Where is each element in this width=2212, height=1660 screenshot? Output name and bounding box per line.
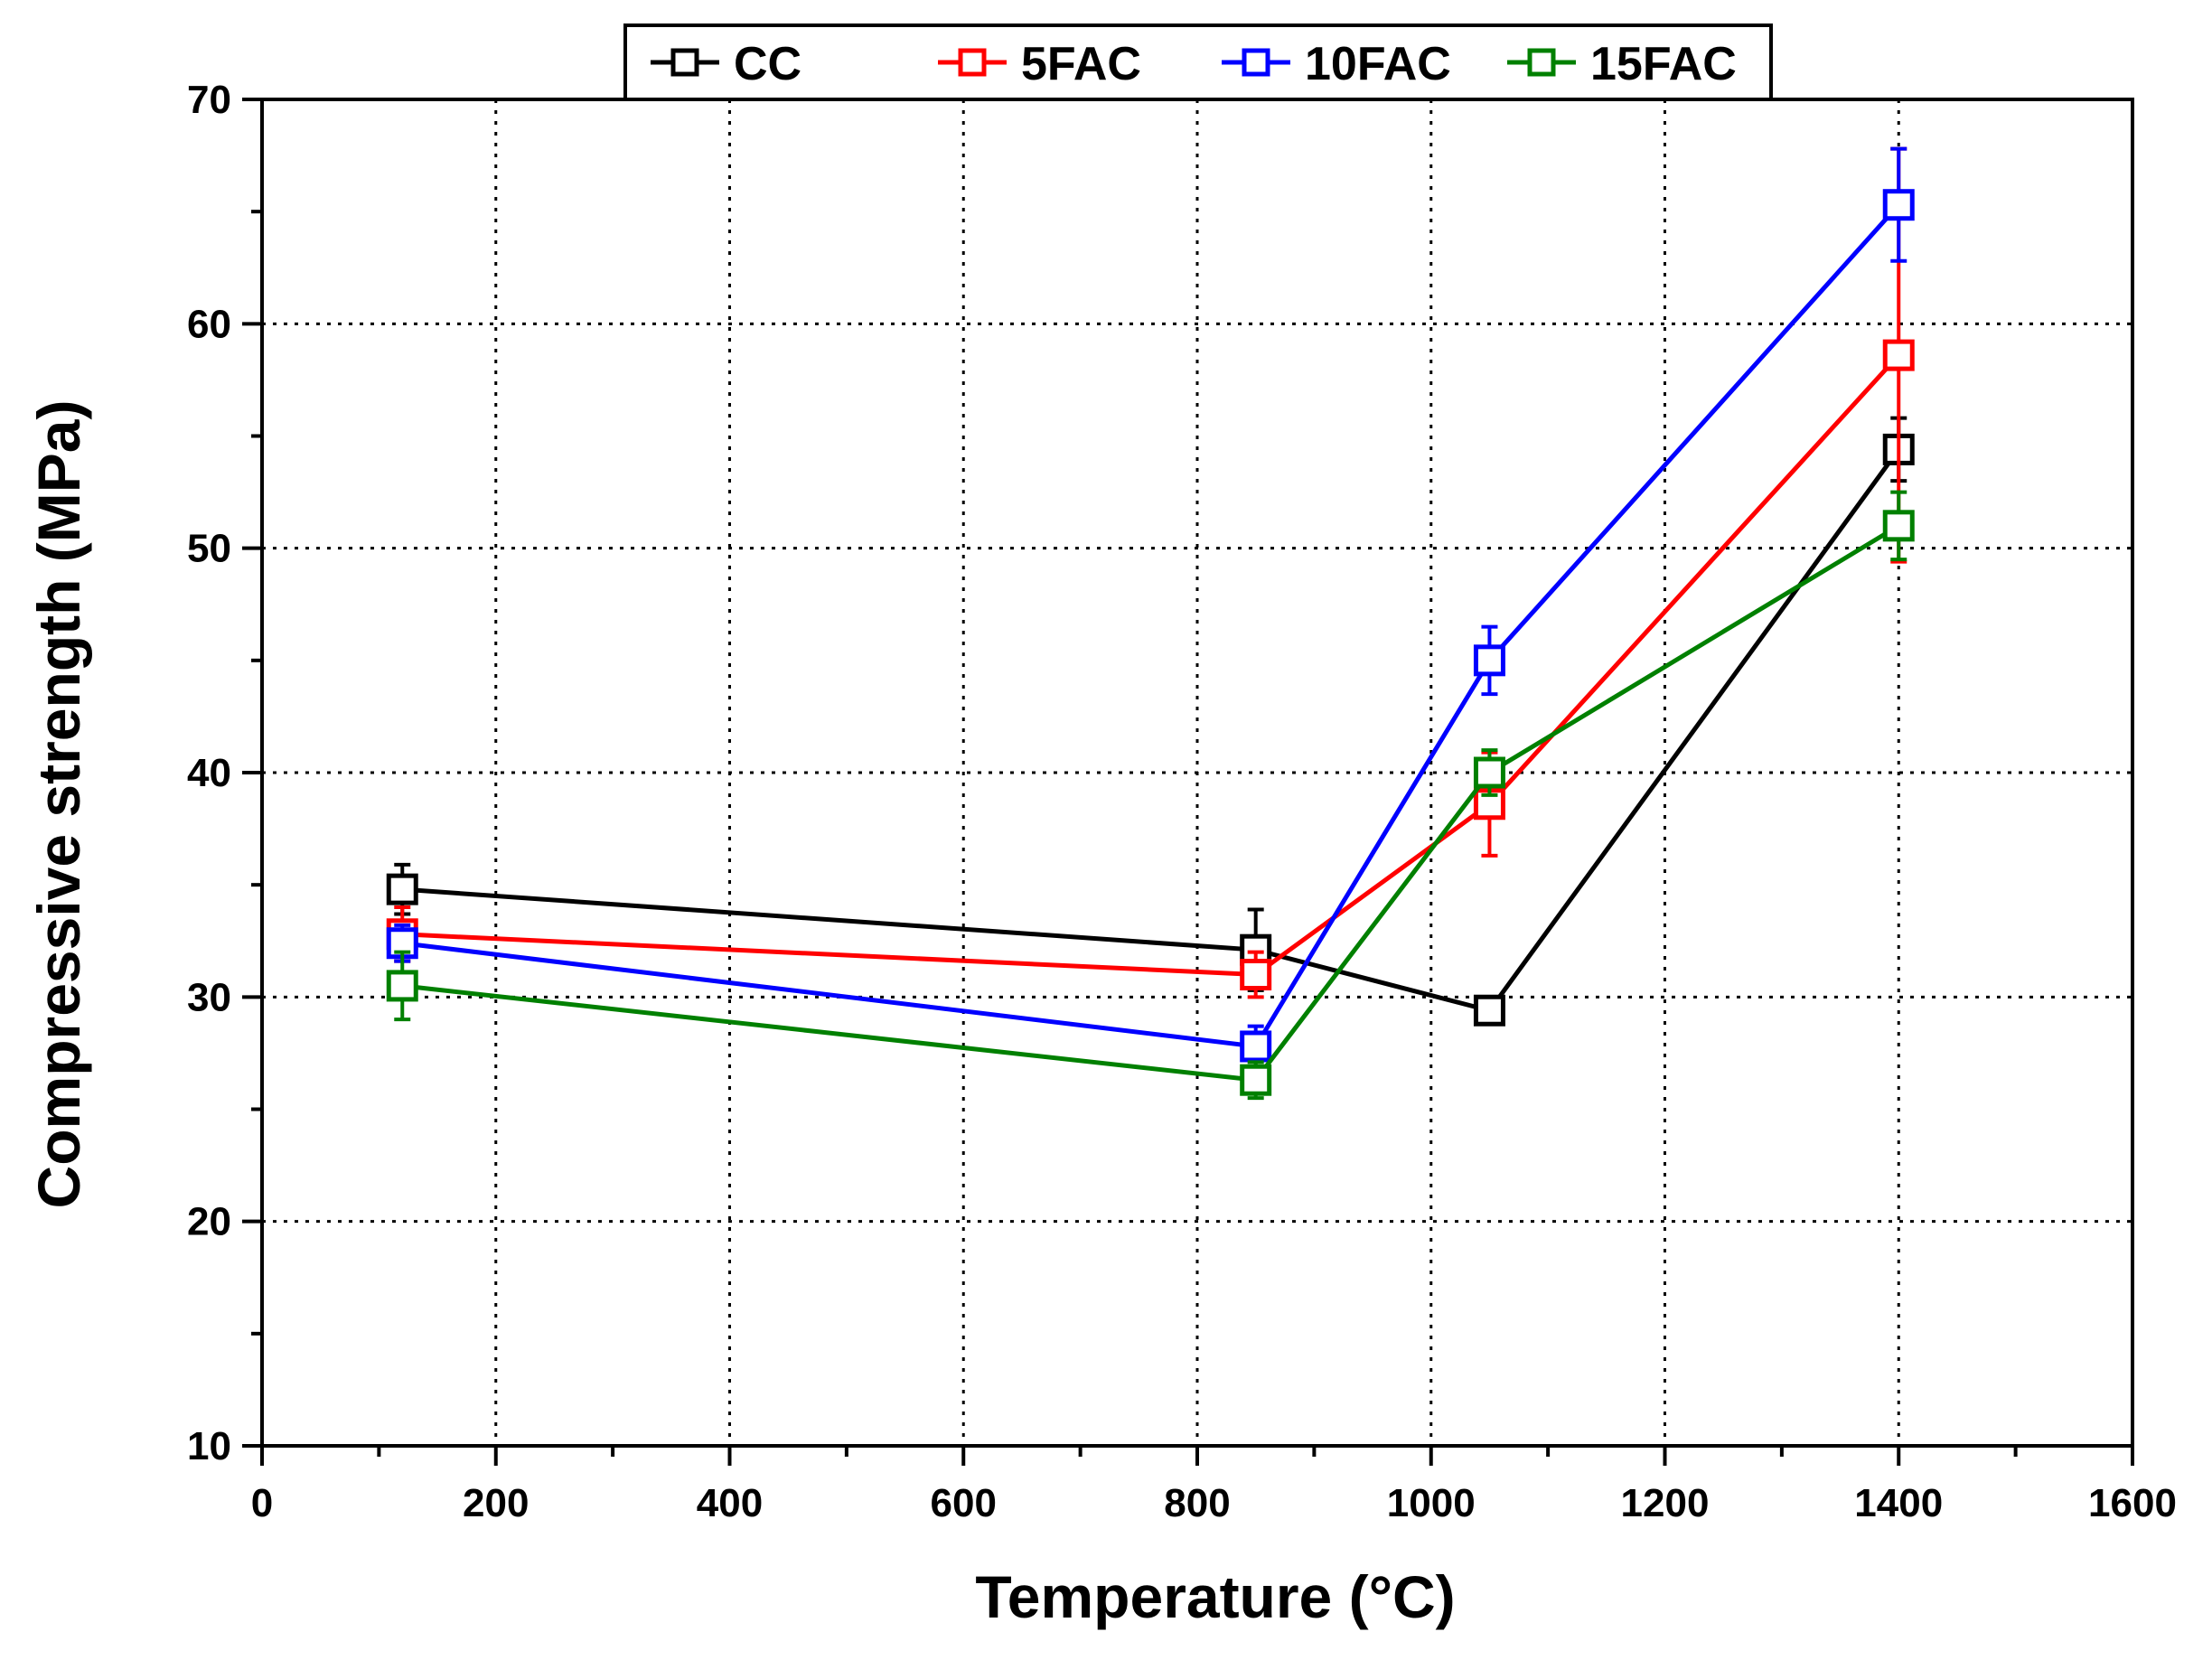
- data-point: [386, 970, 418, 1002]
- data-point: [1882, 339, 1915, 371]
- legend-label: CC: [734, 38, 801, 90]
- legend-marker: [958, 48, 987, 77]
- legend-marker: [670, 48, 699, 77]
- legend-label: 5FAC: [1021, 38, 1141, 90]
- series-line: [402, 447, 1901, 1014]
- data-point: [1240, 959, 1272, 990]
- legend-marker: [1242, 48, 1270, 77]
- x-tick-label: 800: [1164, 1481, 1230, 1525]
- y-axis-title: Compressive strength (MPa): [25, 400, 92, 1209]
- axis-ticks: 0 200 400 600 800 1000 1200 1400 1600 10 20 30 40 50 6…: [187, 78, 2177, 1525]
- series-10fac: [386, 146, 1915, 1069]
- data-point: [1240, 1030, 1272, 1063]
- data-point: [1473, 756, 1505, 789]
- legend: CC 5FAC 10FAC 15FAC: [623, 23, 1773, 101]
- data-point: [1240, 1064, 1272, 1096]
- legend-item-10fac: 10FAC: [1222, 38, 1451, 90]
- legend-item-cc: CC: [651, 38, 801, 90]
- legend-item-5fac: 5FAC: [938, 38, 1141, 90]
- series-line: [401, 523, 1900, 1083]
- y-tick-label: 10: [187, 1424, 231, 1468]
- data-point: [1473, 644, 1505, 677]
- series-15fac: [386, 490, 1915, 1101]
- series-cc: [386, 416, 1915, 1027]
- x-tick-label: 200: [463, 1481, 529, 1525]
- x-tick-label: 600: [931, 1481, 997, 1525]
- x-tick-label: 400: [697, 1481, 763, 1525]
- y-tick-label: 50: [187, 527, 231, 571]
- y-tick-label: 70: [187, 78, 231, 122]
- data-point: [1473, 994, 1505, 1027]
- x-tick-label: 0: [251, 1481, 273, 1525]
- series-line: [401, 203, 1901, 1049]
- data-point: [386, 873, 418, 905]
- y-tick-label: 20: [187, 1200, 231, 1244]
- data-point: [1882, 510, 1915, 542]
- x-tick-label: 1000: [1387, 1481, 1476, 1525]
- legend-box: [623, 23, 1773, 101]
- x-axis-title: Temperature (°C): [975, 1563, 1455, 1630]
- y-tick-label: 30: [187, 975, 231, 1019]
- series-line: [402, 353, 1901, 978]
- x-tick-label: 1600: [2088, 1481, 2177, 1525]
- x-tick-label: 1200: [1621, 1481, 1710, 1525]
- legend-label: 10FAC: [1305, 38, 1451, 90]
- legend-item-15fac: 15FAC: [1507, 38, 1737, 90]
- legend-label: 15FAC: [1590, 38, 1737, 90]
- data-point: [1882, 189, 1915, 221]
- series: [386, 146, 1915, 1101]
- y-tick-label: 60: [187, 302, 231, 346]
- y-tick-label: 40: [187, 751, 231, 795]
- legend-marker: [1527, 48, 1556, 77]
- x-tick-label: 1400: [1854, 1481, 1943, 1525]
